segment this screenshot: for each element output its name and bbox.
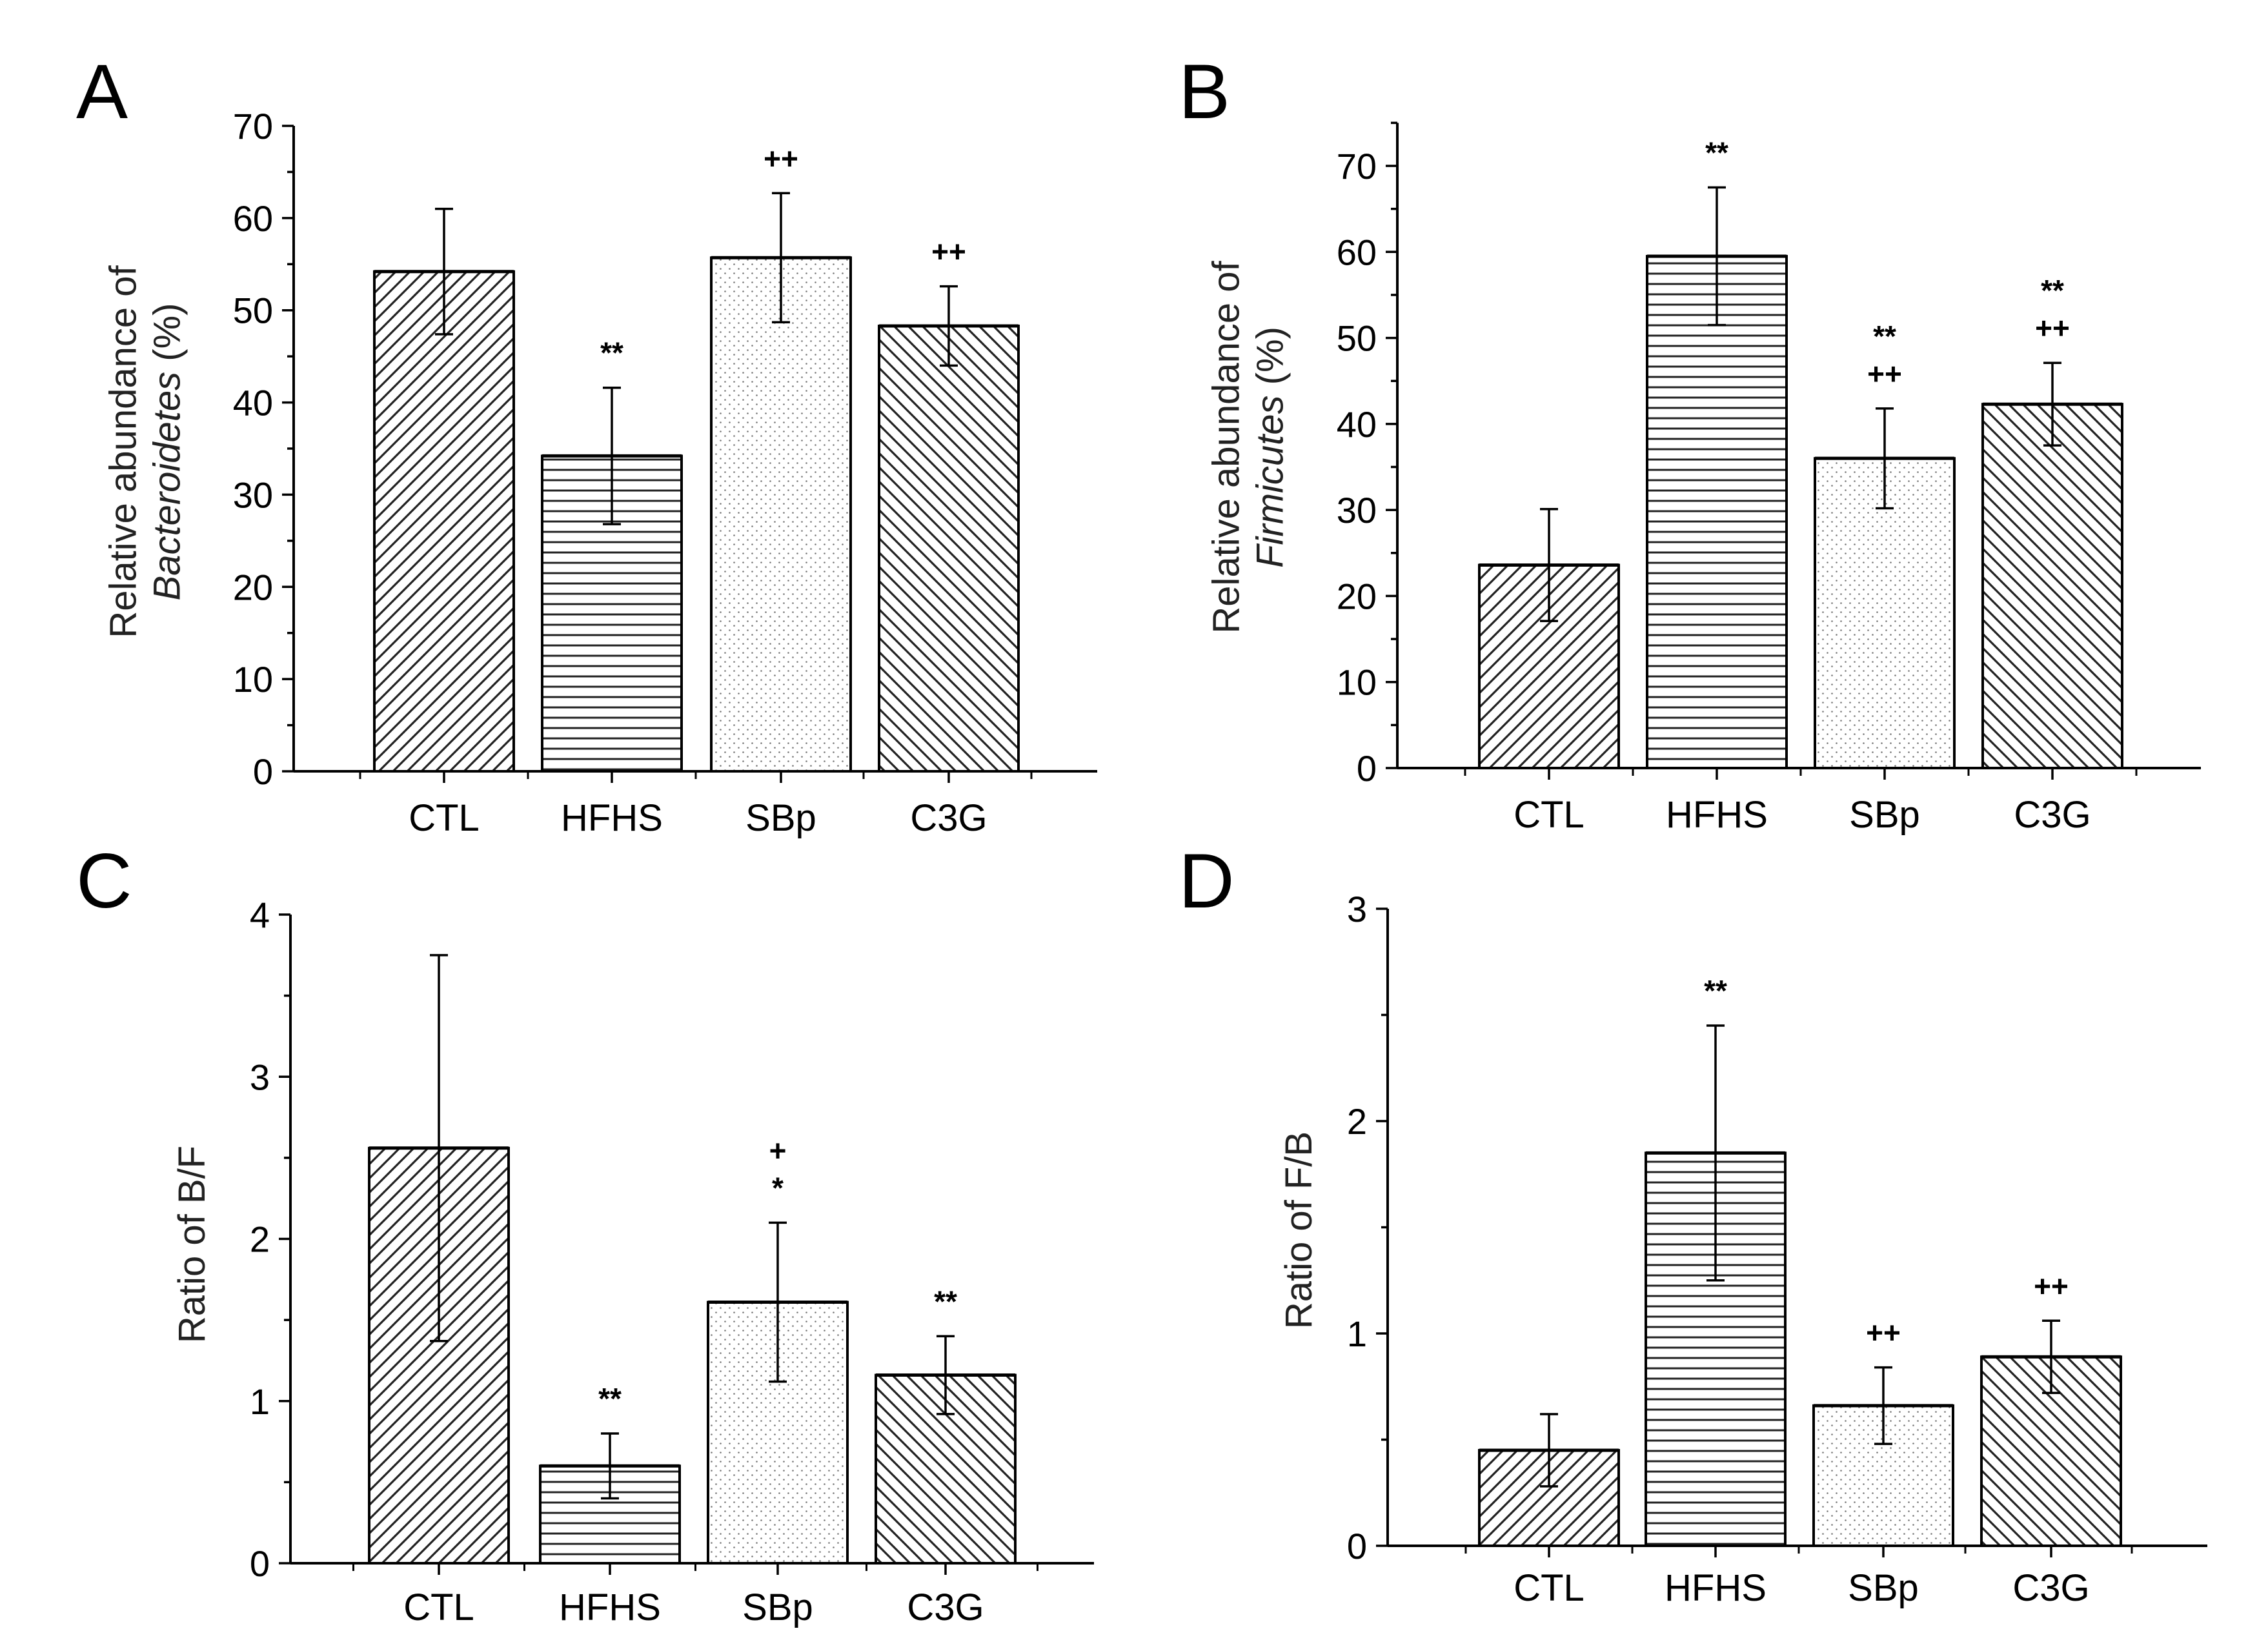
bar-hfhs — [1646, 254, 1788, 769]
significance-mark: * — [772, 1171, 784, 1204]
category-label: C3G — [2014, 794, 2091, 836]
panel-letter-c: C — [76, 838, 132, 924]
y-tick-label: 40 — [233, 383, 273, 423]
y-tick-label: 50 — [1337, 318, 1377, 359]
significance-mark: ++ — [2035, 311, 2070, 345]
significance-mark: ++ — [1866, 1316, 1901, 1350]
category-label: HFHS — [561, 797, 663, 839]
y-tick-label: 2 — [250, 1219, 270, 1260]
y-tick-label: 20 — [1337, 576, 1377, 616]
y-tick-label: 30 — [1337, 490, 1377, 531]
y-tick-label: 70 — [233, 106, 273, 147]
significance-mark: ** — [934, 1284, 957, 1318]
y-tick-label: 0 — [1347, 1526, 1367, 1566]
y-tick-label: 60 — [233, 198, 273, 239]
significance-mark: ** — [1705, 136, 1728, 169]
y-tick-label: 50 — [233, 290, 273, 331]
y-tick-label: 0 — [253, 751, 273, 792]
y-tick-label: 60 — [1337, 232, 1377, 272]
y-tick-label: 10 — [1337, 662, 1377, 703]
panel-letter-a: A — [76, 48, 128, 135]
y-tick-label: 1 — [1347, 1313, 1367, 1354]
panel-letter-d: D — [1179, 838, 1235, 924]
y-tick-label: 30 — [233, 474, 273, 515]
category-label: CTL — [1514, 794, 1585, 836]
bar-c3g — [1981, 403, 2123, 769]
bar-sbp — [710, 256, 852, 773]
category-label: CTL — [403, 1586, 474, 1628]
panel-letter-b: B — [1179, 48, 1231, 135]
y-tick-label: 70 — [1337, 146, 1377, 187]
category-label: HFHS — [559, 1586, 661, 1628]
y-tick-label: 0 — [250, 1543, 270, 1584]
y-tick-label: 1 — [250, 1381, 270, 1422]
significance-mark: ** — [2041, 274, 2064, 307]
category-label: SBp — [1849, 794, 1920, 836]
y-tick-label: 0 — [1357, 748, 1377, 789]
significance-mark: ++ — [2034, 1269, 2069, 1302]
significance-mark: ** — [600, 336, 623, 370]
category-label: C3G — [907, 1586, 984, 1628]
significance-mark: ** — [1704, 974, 1727, 1008]
significance-mark: ** — [1873, 319, 1896, 353]
y-tick-label: 4 — [250, 895, 270, 935]
significance-mark: ++ — [931, 235, 966, 268]
y-tick-label: 3 — [250, 1057, 270, 1097]
category-label: SBp — [742, 1586, 813, 1628]
category-label: HFHS — [1665, 1567, 1767, 1609]
category-label: CTL — [1514, 1567, 1585, 1609]
y-tick-label: 40 — [1337, 404, 1377, 445]
category-label: SBp — [745, 797, 816, 839]
category-label: HFHS — [1666, 794, 1768, 836]
y-tick-label: 20 — [233, 567, 273, 607]
significance-mark: + — [769, 1133, 787, 1167]
category-label: C3G — [2012, 1567, 2089, 1609]
significance-mark: ++ — [1867, 357, 1902, 390]
category-label: SBp — [1848, 1567, 1919, 1609]
significance-mark: ++ — [764, 141, 798, 175]
bar-c3g — [878, 325, 1020, 773]
y-tick-label: 3 — [1347, 889, 1367, 929]
bar-ctl — [373, 270, 515, 773]
category-label: CTL — [409, 797, 480, 839]
significance-mark: ** — [598, 1382, 622, 1415]
category-label: C3G — [910, 797, 987, 839]
y-tick-label: 2 — [1347, 1101, 1367, 1142]
y-tick-label: 10 — [233, 659, 273, 700]
